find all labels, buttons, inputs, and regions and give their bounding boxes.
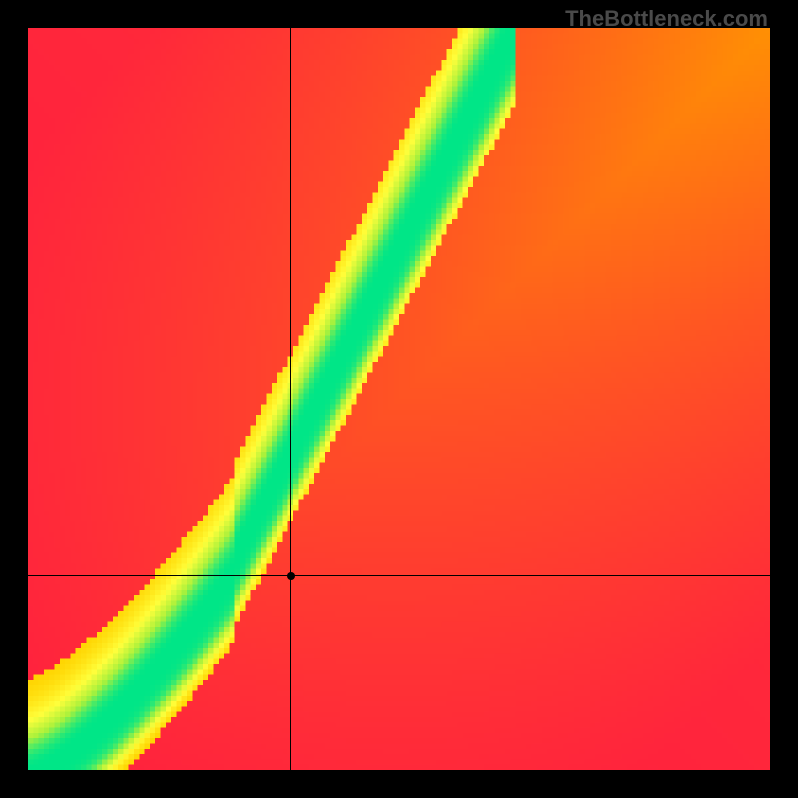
- crosshair-dot: [287, 572, 295, 580]
- bottleneck-heatmap: [28, 28, 770, 770]
- chart-root: TheBottleneck.com: [0, 0, 800, 800]
- watermark-label: TheBottleneck.com: [565, 6, 768, 32]
- crosshair-horizontal: [28, 575, 770, 576]
- crosshair-vertical: [290, 28, 291, 770]
